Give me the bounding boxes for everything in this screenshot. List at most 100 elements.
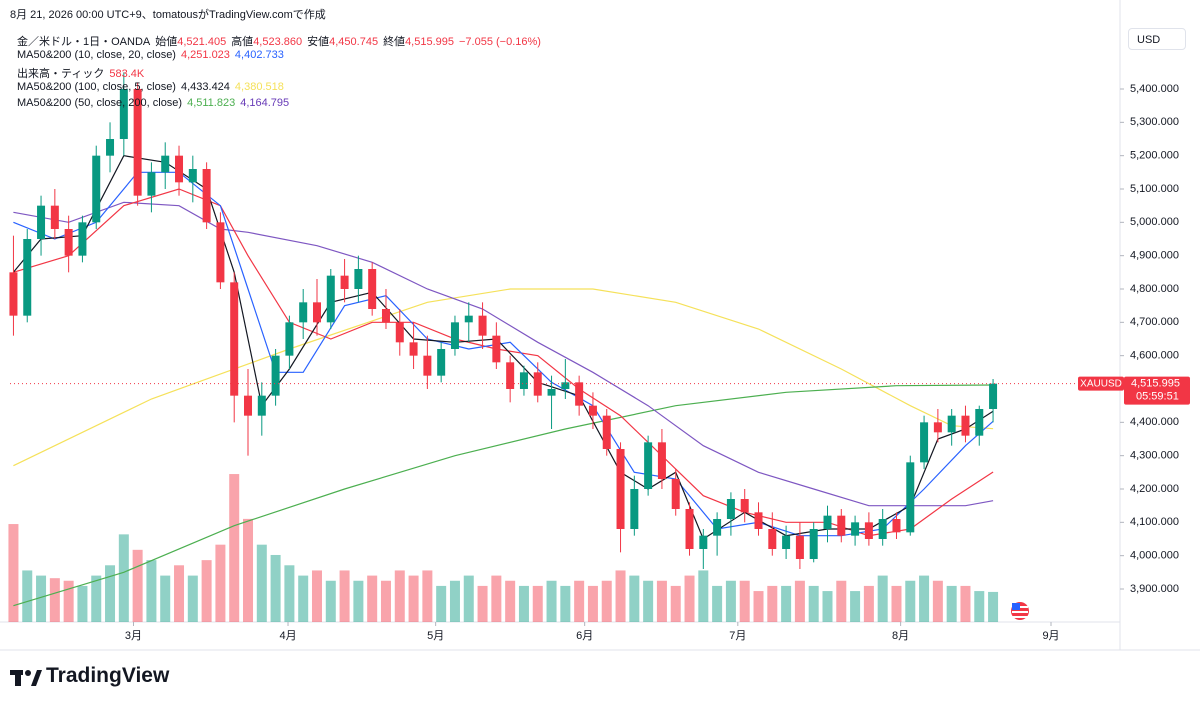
ohlc-label: 終値 [383, 36, 406, 48]
volume-bar [560, 585, 571, 622]
candle-body [271, 355, 280, 396]
ohlc-value: 4,521.405 [177, 36, 227, 48]
legend-label: MA50&200 (50, close, 200, close) [17, 97, 183, 109]
legend-value: 4,402.733 [234, 49, 284, 61]
x-tick-label: 9月 [1042, 630, 1059, 642]
candle-body [892, 519, 901, 533]
volume-bar [753, 591, 764, 622]
price-tag-label: 4,515.995 [1131, 378, 1180, 390]
volume-bar [8, 524, 19, 622]
volume-bar [339, 570, 350, 622]
candle-body [119, 89, 128, 139]
volume-bar [670, 585, 681, 622]
y-tick-label: 4,100.000 [1130, 516, 1179, 528]
candle-body [175, 155, 184, 183]
volume-bar [270, 554, 281, 622]
candle-body [188, 169, 197, 183]
volume-bar [146, 560, 157, 622]
volume-bar [836, 580, 847, 622]
volume-bar [77, 585, 88, 622]
volume-bar [794, 580, 805, 622]
ohlc-value: 4,523.860 [253, 36, 303, 48]
volume-bar [215, 544, 226, 622]
legend-row: MA50&200 (50, close, 200, close) 4,511.82… [17, 97, 294, 109]
caption: 8月 21, 2026 00:00 UTC+9、tomatousがTrading… [10, 9, 326, 21]
volume-bar [422, 570, 433, 622]
candle-body [561, 382, 570, 389]
candle-body [92, 155, 101, 223]
candle-body [478, 315, 487, 336]
candle-body [450, 322, 459, 349]
x-tick-label: 6月 [576, 630, 593, 642]
candle-body [326, 275, 335, 323]
candle-body [147, 172, 156, 196]
price-tag [1124, 376, 1190, 405]
candle-body [740, 499, 749, 513]
candle-body [464, 315, 473, 323]
candle-body [878, 519, 887, 539]
candle-body [506, 362, 515, 389]
candle-body [244, 395, 253, 416]
candle-body [685, 509, 694, 549]
candle-body [257, 395, 266, 416]
change: −7.055 (−0.16%) [459, 36, 541, 48]
volume-bar [118, 534, 129, 622]
volume-bar [932, 580, 943, 622]
candle-body [437, 349, 446, 376]
volume-bar [725, 580, 736, 622]
volume-layer [8, 474, 999, 622]
candle-body [368, 269, 377, 309]
candle-body [133, 89, 142, 196]
y-tick-label: 4,600.000 [1130, 350, 1179, 362]
volume-bar [712, 585, 723, 622]
volume-bar [891, 585, 902, 622]
volume-bar [629, 575, 640, 622]
volume-bar [229, 474, 240, 622]
volume-bar [988, 591, 999, 622]
legend-row: 出来高・ティック 583.4K [17, 65, 149, 81]
symbol-tag [1078, 376, 1124, 391]
x-tick-label: 8月 [892, 630, 909, 642]
legend-value: 4,251.023 [180, 49, 230, 61]
candle-body [340, 275, 349, 289]
ohlc-value: 4,515.995 [405, 36, 454, 48]
volume-bar [22, 570, 33, 622]
candle-body [630, 489, 639, 529]
candle-body [588, 405, 597, 416]
volume-bar [808, 585, 819, 622]
ma-line [13, 171, 994, 537]
volume-bar [574, 580, 585, 622]
volume-bar [877, 575, 888, 622]
y-tick-label: 4,700.000 [1130, 316, 1179, 328]
candle-body [644, 442, 653, 489]
countdown: 05:59:51 [1136, 391, 1179, 403]
y-tick-label: 4,000.000 [1130, 550, 1179, 562]
candle-body [50, 205, 59, 229]
candle-body [754, 512, 763, 529]
volume-bar [298, 575, 309, 622]
legend-label: MA50&200 (100, close, 5, close) [17, 81, 176, 93]
volume-bar [767, 585, 778, 622]
candle-body [947, 415, 956, 433]
volume-bar [684, 575, 695, 622]
y-tick-label: 4,900.000 [1130, 250, 1179, 262]
candle-body [933, 422, 942, 433]
volume-bar [960, 585, 971, 622]
legend-value: 4,433.424 [180, 81, 230, 93]
candle-body [726, 499, 735, 519]
volume-bar [546, 580, 557, 622]
legend-value: 4,380.518 [234, 81, 284, 93]
volume-bar [408, 575, 419, 622]
candle-body [23, 239, 32, 316]
candle-body [768, 529, 777, 549]
candle-body [657, 442, 666, 479]
candle-body [381, 309, 390, 323]
volume-bar [505, 580, 516, 622]
volume-bar [905, 580, 916, 622]
legend-row: MA50&200 (10, close, 20, close) 4,251.023… [17, 49, 289, 61]
currency-button[interactable]: USD [1128, 28, 1186, 50]
candle-body [230, 282, 239, 396]
candle-body [299, 302, 308, 323]
